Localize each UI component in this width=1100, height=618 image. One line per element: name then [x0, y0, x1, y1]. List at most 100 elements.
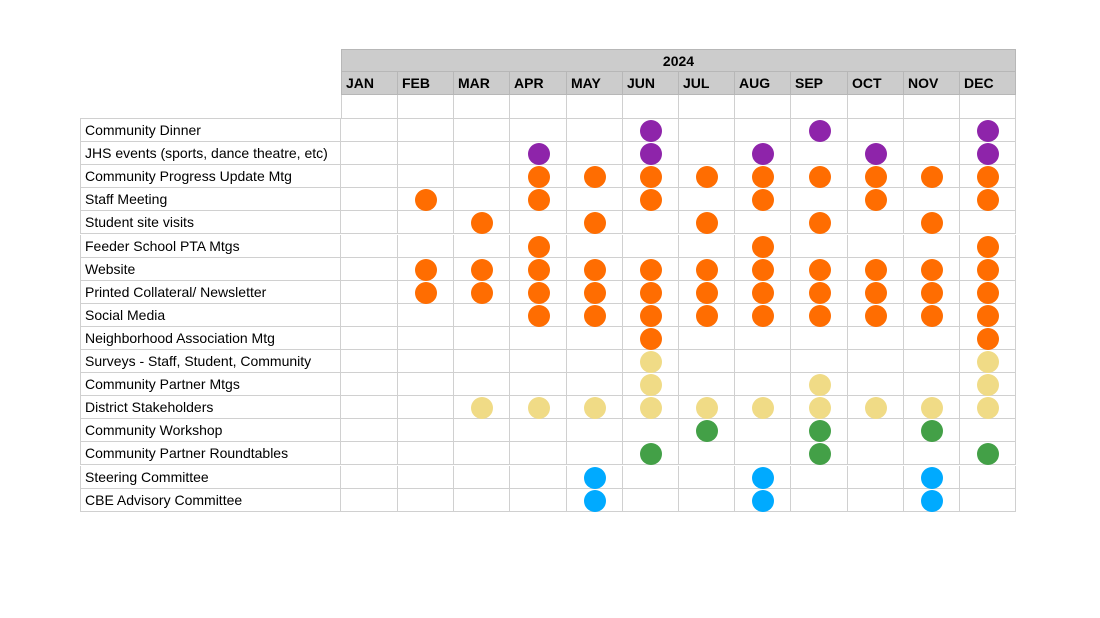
activity-label[interactable]: Feeder School PTA Mtgs	[80, 235, 341, 258]
grid-cell-apr[interactable]	[510, 350, 567, 373]
grid-cell-jul[interactable]	[679, 442, 735, 465]
grid-cell-nov[interactable]	[904, 119, 960, 142]
grid-cell-aug[interactable]	[735, 211, 791, 234]
month-header-jul[interactable]: JUL	[679, 72, 735, 95]
month-header-dec[interactable]: DEC	[960, 72, 1016, 95]
grid-cell-may[interactable]	[567, 142, 623, 165]
grid-cell-nov[interactable]	[904, 235, 960, 258]
grid-cell-mar[interactable]	[454, 165, 510, 188]
grid-cell-apr[interactable]	[510, 466, 567, 489]
grid-cell-mar[interactable]	[454, 119, 510, 142]
grid-cell-sep[interactable]	[791, 489, 848, 512]
activity-label[interactable]: Printed Collateral/ Newsletter	[80, 281, 341, 304]
grid-cell-mar[interactable]	[454, 419, 510, 442]
activity-label[interactable]: Community Partner Roundtables	[80, 442, 341, 465]
grid-cell-jun[interactable]	[623, 419, 679, 442]
grid-cell-nov[interactable]	[904, 327, 960, 350]
grid-cell-nov[interactable]	[904, 142, 960, 165]
grid-cell-jan[interactable]	[341, 165, 398, 188]
grid-cell-feb[interactable]	[398, 373, 454, 396]
grid-cell-feb[interactable]	[398, 304, 454, 327]
grid-cell-oct[interactable]	[848, 373, 904, 396]
grid-cell-dec[interactable]	[960, 419, 1016, 442]
grid-cell-jan[interactable]	[341, 350, 398, 373]
grid-cell-nov[interactable]	[904, 373, 960, 396]
month-header-aug[interactable]: AUG	[735, 72, 791, 95]
grid-cell-oct[interactable]	[848, 327, 904, 350]
grid-cell-jul[interactable]	[679, 327, 735, 350]
blank-cell[interactable]	[398, 95, 454, 119]
grid-cell-aug[interactable]	[735, 442, 791, 465]
month-header-sep[interactable]: SEP	[791, 72, 848, 95]
grid-cell-may[interactable]	[567, 442, 623, 465]
grid-cell-jan[interactable]	[341, 235, 398, 258]
month-header-jun[interactable]: JUN	[623, 72, 679, 95]
grid-cell-jun[interactable]	[623, 211, 679, 234]
grid-cell-oct[interactable]	[848, 350, 904, 373]
grid-cell-jan[interactable]	[341, 466, 398, 489]
grid-cell-feb[interactable]	[398, 466, 454, 489]
month-header-oct[interactable]: OCT	[848, 72, 904, 95]
grid-cell-feb[interactable]	[398, 211, 454, 234]
grid-cell-feb[interactable]	[398, 235, 454, 258]
grid-cell-mar[interactable]	[454, 489, 510, 512]
grid-cell-apr[interactable]	[510, 211, 567, 234]
grid-cell-feb[interactable]	[398, 419, 454, 442]
grid-cell-oct[interactable]	[848, 119, 904, 142]
activity-label[interactable]: JHS events (sports, dance theatre, etc)	[80, 142, 341, 165]
grid-cell-mar[interactable]	[454, 350, 510, 373]
activity-label[interactable]: Community Dinner	[80, 119, 341, 142]
grid-cell-aug[interactable]	[735, 119, 791, 142]
grid-cell-sep[interactable]	[791, 188, 848, 211]
month-header-apr[interactable]: APR	[510, 72, 567, 95]
grid-cell-feb[interactable]	[398, 442, 454, 465]
blank-cell[interactable]	[904, 95, 960, 119]
activity-label[interactable]: Community Workshop	[80, 419, 341, 442]
grid-cell-jul[interactable]	[679, 466, 735, 489]
grid-cell-sep[interactable]	[791, 327, 848, 350]
grid-cell-dec[interactable]	[960, 489, 1016, 512]
grid-cell-jan[interactable]	[341, 142, 398, 165]
grid-cell-jul[interactable]	[679, 489, 735, 512]
grid-cell-oct[interactable]	[848, 442, 904, 465]
grid-cell-jan[interactable]	[341, 258, 398, 281]
grid-cell-jan[interactable]	[341, 281, 398, 304]
blank-cell[interactable]	[791, 95, 848, 119]
grid-cell-jan[interactable]	[341, 304, 398, 327]
grid-cell-feb[interactable]	[398, 327, 454, 350]
grid-cell-may[interactable]	[567, 373, 623, 396]
grid-cell-oct[interactable]	[848, 489, 904, 512]
blank-cell[interactable]	[679, 95, 735, 119]
blank-cell[interactable]	[454, 95, 510, 119]
grid-cell-may[interactable]	[567, 235, 623, 258]
activity-label[interactable]: CBE Advisory Committee	[80, 489, 341, 512]
grid-cell-aug[interactable]	[735, 373, 791, 396]
grid-cell-nov[interactable]	[904, 350, 960, 373]
grid-cell-nov[interactable]	[904, 188, 960, 211]
month-header-jan[interactable]: JAN	[341, 72, 398, 95]
grid-cell-mar[interactable]	[454, 235, 510, 258]
grid-cell-oct[interactable]	[848, 466, 904, 489]
grid-cell-feb[interactable]	[398, 396, 454, 419]
grid-cell-apr[interactable]	[510, 489, 567, 512]
grid-cell-feb[interactable]	[398, 142, 454, 165]
grid-cell-jan[interactable]	[341, 442, 398, 465]
grid-cell-dec[interactable]	[960, 211, 1016, 234]
grid-cell-jul[interactable]	[679, 119, 735, 142]
activity-label[interactable]: Steering Committee	[80, 466, 341, 489]
grid-cell-apr[interactable]	[510, 327, 567, 350]
grid-cell-mar[interactable]	[454, 466, 510, 489]
blank-cell[interactable]	[567, 95, 623, 119]
grid-cell-aug[interactable]	[735, 350, 791, 373]
grid-cell-sep[interactable]	[791, 466, 848, 489]
grid-cell-jan[interactable]	[341, 188, 398, 211]
grid-cell-mar[interactable]	[454, 304, 510, 327]
grid-cell-jun[interactable]	[623, 235, 679, 258]
blank-cell[interactable]	[510, 95, 567, 119]
activity-label[interactable]: Community Partner Mtgs	[80, 373, 341, 396]
grid-cell-jan[interactable]	[341, 419, 398, 442]
grid-cell-apr[interactable]	[510, 419, 567, 442]
grid-cell-oct[interactable]	[848, 235, 904, 258]
grid-cell-apr[interactable]	[510, 373, 567, 396]
grid-cell-jul[interactable]	[679, 142, 735, 165]
